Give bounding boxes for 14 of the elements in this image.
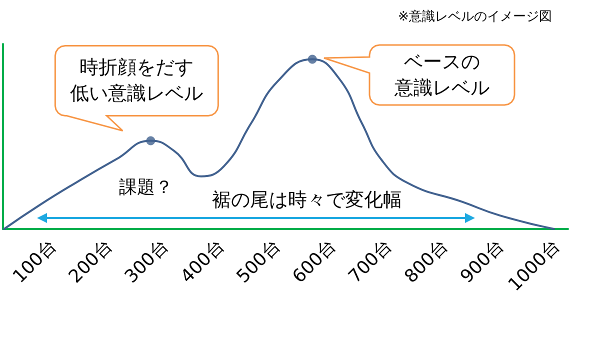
text: ※意識レベルのイメージ図 xyxy=(398,10,552,24)
x-tick-label: 500台 xyxy=(232,236,285,288)
annotation: ベースの意識レベル xyxy=(394,51,490,99)
x-tick-label: 700台 xyxy=(344,236,396,288)
x-tick-label: 300台 xyxy=(120,236,173,288)
x-tick-label: 200台 xyxy=(64,236,117,288)
x-tick-label: 900台 xyxy=(456,236,508,288)
x-tick-label: 100台 xyxy=(8,236,61,288)
annotation: 課題？ xyxy=(119,176,174,198)
x-tick-label: 400台 xyxy=(176,236,229,288)
annotation: 時折顔をだす低い意識レベル xyxy=(70,56,204,105)
x-tick-label: 800台 xyxy=(400,236,452,288)
annotation: 裾の尾は時々で変化幅 xyxy=(212,189,402,211)
x-tick-label: 600台 xyxy=(288,236,340,288)
